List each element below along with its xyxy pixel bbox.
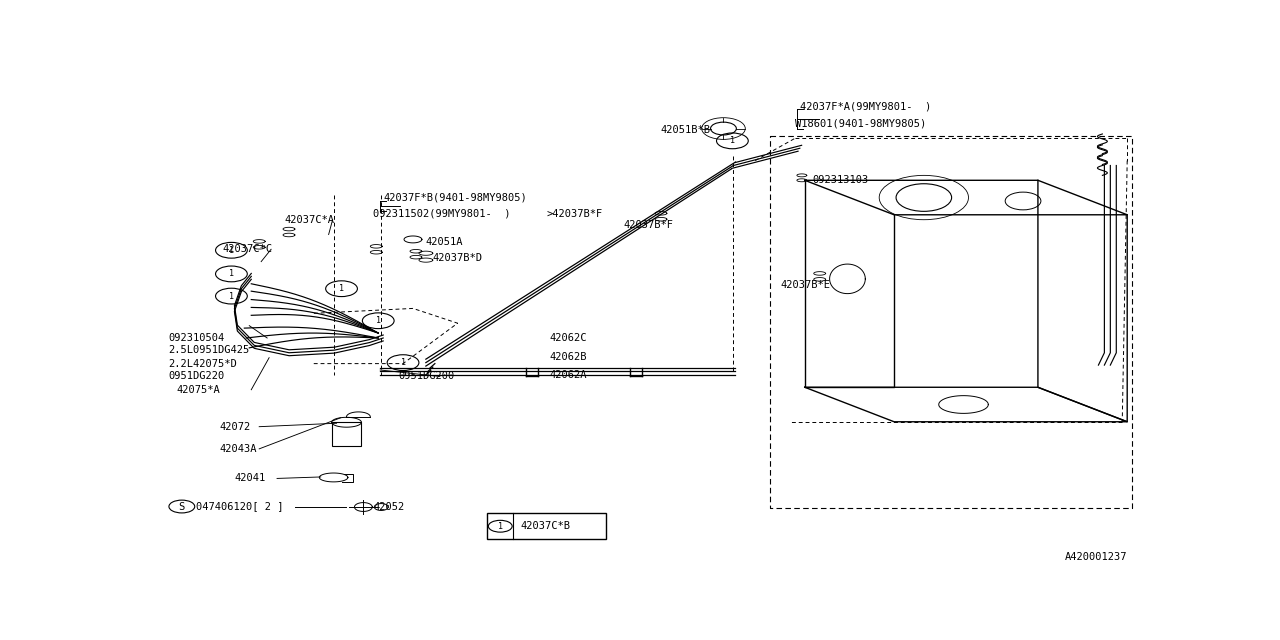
- Text: 1: 1: [339, 284, 344, 293]
- Text: 42062C: 42062C: [550, 333, 588, 343]
- Text: 1: 1: [730, 136, 735, 145]
- Text: 42051A: 42051A: [426, 237, 463, 248]
- Text: 42051B*B: 42051B*B: [660, 125, 710, 135]
- Text: >42037B*F: >42037B*F: [547, 209, 603, 219]
- Text: 42037B*E: 42037B*E: [780, 280, 829, 290]
- Text: W18601(9401-98MY9805): W18601(9401-98MY9805): [795, 118, 927, 129]
- Text: 1: 1: [229, 246, 234, 255]
- Text: 047406120[ 2 ]: 047406120[ 2 ]: [196, 502, 283, 511]
- Text: 1: 1: [229, 292, 234, 301]
- Text: 42062A: 42062A: [550, 370, 588, 380]
- Text: 2.2L42075*D: 2.2L42075*D: [168, 358, 237, 369]
- Text: 092311502(99MY9801-  ): 092311502(99MY9801- ): [374, 209, 511, 219]
- Text: 092310504: 092310504: [168, 333, 224, 343]
- Text: 1: 1: [498, 522, 503, 531]
- Text: 42037B*D: 42037B*D: [433, 253, 483, 263]
- Text: 42037C*B: 42037C*B: [520, 521, 570, 531]
- Text: A420001237: A420001237: [1065, 552, 1128, 563]
- Text: 42062B: 42062B: [550, 352, 588, 362]
- Text: 42075*A: 42075*A: [177, 385, 220, 395]
- Text: S: S: [179, 502, 184, 511]
- Text: 42072: 42072: [220, 422, 251, 432]
- Text: 092313103: 092313103: [813, 175, 869, 186]
- Text: 42037F*A(99MY9801-  ): 42037F*A(99MY9801- ): [800, 101, 931, 111]
- Text: 42052: 42052: [374, 502, 404, 512]
- Text: 2.5L0951DG425: 2.5L0951DG425: [168, 346, 250, 355]
- Bar: [332, 422, 361, 446]
- Text: 0951DG200: 0951DG200: [398, 371, 454, 381]
- Text: 42037C*C: 42037C*C: [223, 244, 273, 254]
- Text: 0951DG220: 0951DG220: [168, 371, 224, 381]
- Text: 42037F*B(9401-98MY9805): 42037F*B(9401-98MY9805): [383, 193, 527, 202]
- Text: 42037B*F: 42037B*F: [623, 220, 673, 230]
- Text: 1: 1: [229, 269, 234, 278]
- Text: 42041: 42041: [234, 474, 266, 483]
- Text: 42037C*A: 42037C*A: [284, 214, 334, 225]
- Text: 1: 1: [401, 358, 406, 367]
- Text: 42043A: 42043A: [220, 444, 257, 454]
- Text: 1: 1: [376, 316, 380, 325]
